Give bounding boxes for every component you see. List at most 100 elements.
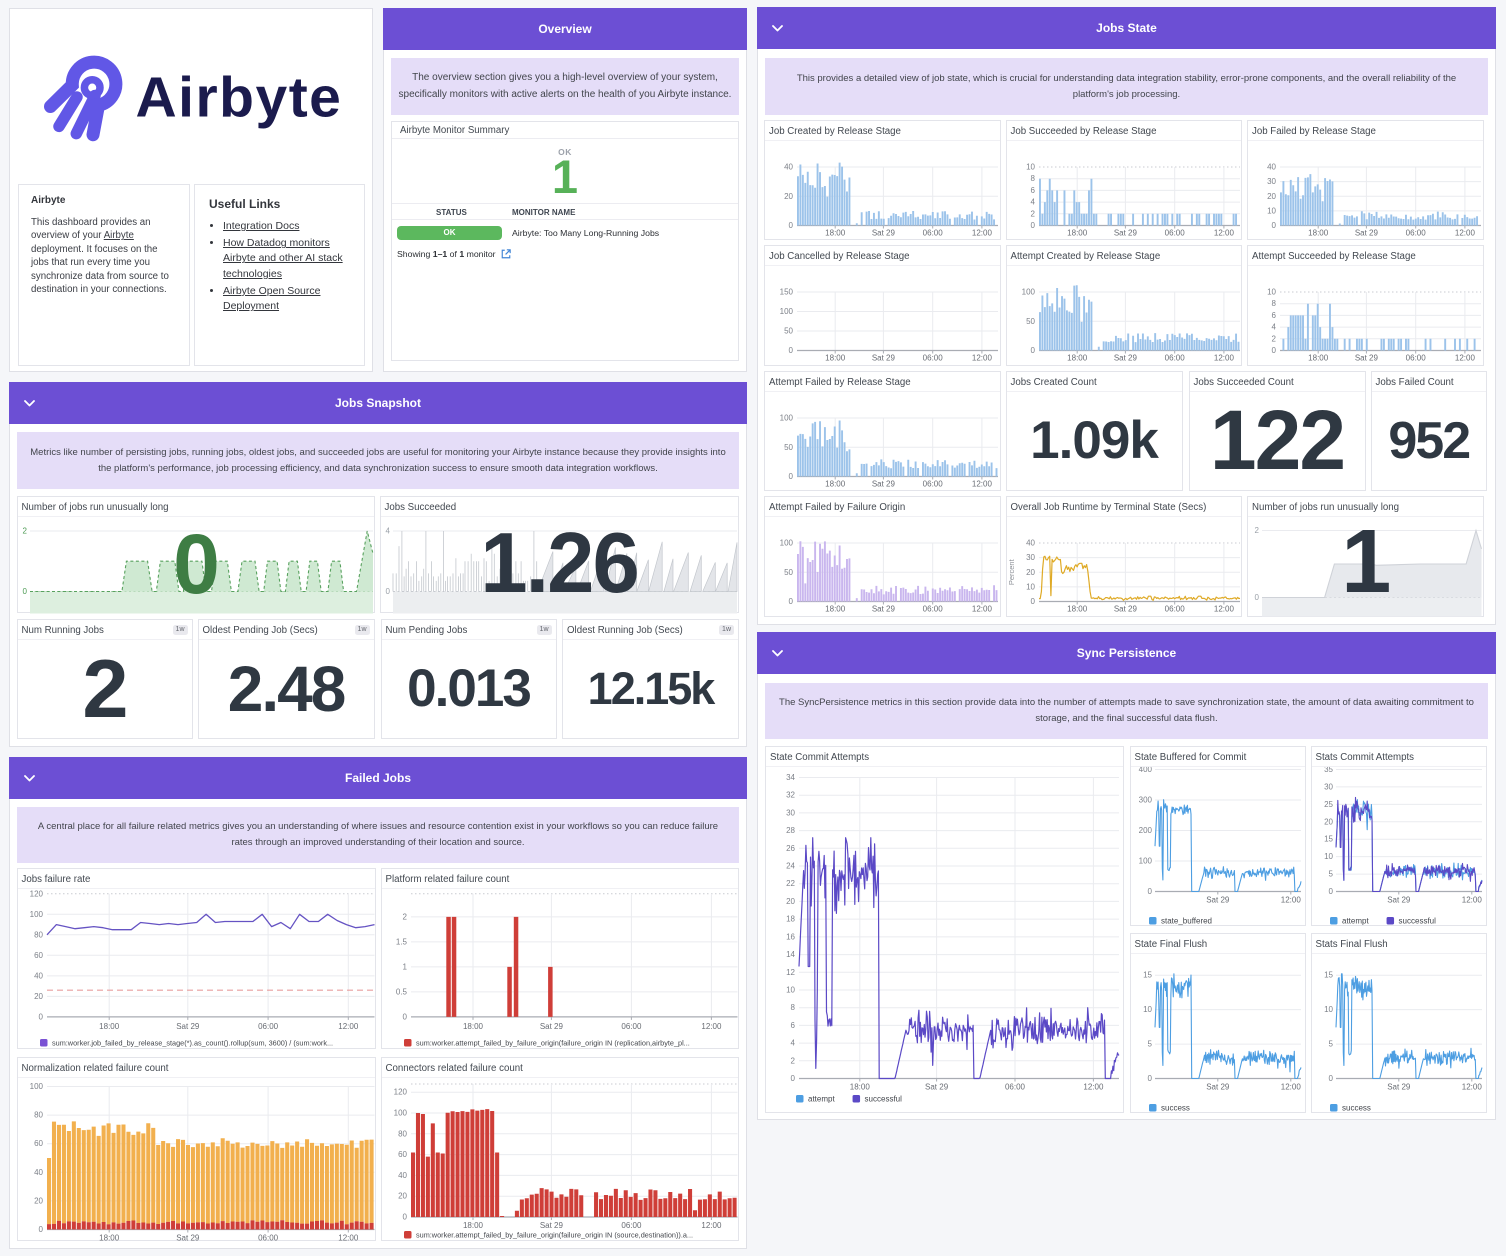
- svg-text:15: 15: [1143, 970, 1152, 979]
- svg-text:06:00: 06:00: [1164, 354, 1185, 363]
- svg-text:20: 20: [784, 191, 793, 200]
- svg-text:10: 10: [1026, 162, 1035, 171]
- svg-text:2: 2: [1272, 334, 1277, 343]
- svg-text:18:00: 18:00: [850, 1082, 871, 1091]
- svg-text:Sat 29: Sat 29: [176, 1022, 200, 1031]
- svg-text:5: 5: [1328, 869, 1333, 878]
- svg-text:40: 40: [398, 1170, 407, 1179]
- svg-text:5: 5: [1147, 1039, 1152, 1048]
- svg-text:Sat 29: Sat 29: [872, 605, 896, 614]
- svg-text:12:00: 12:00: [972, 605, 993, 614]
- svg-text:12:00: 12:00: [972, 354, 993, 363]
- svg-text:12:00: 12:00: [1455, 228, 1476, 237]
- svg-text:attempt: attempt: [808, 1094, 835, 1103]
- svg-text:06:00: 06:00: [923, 605, 944, 614]
- svg-text:06:00: 06:00: [1164, 228, 1185, 237]
- svg-text:200: 200: [1138, 826, 1152, 835]
- svg-text:18:00: 18:00: [99, 1233, 120, 1242]
- svg-text:20: 20: [1324, 817, 1333, 826]
- svg-text:6: 6: [1272, 311, 1277, 320]
- svg-text:400: 400: [1138, 767, 1152, 774]
- svg-text:20: 20: [34, 992, 43, 1001]
- svg-text:0: 0: [1030, 221, 1035, 230]
- svg-text:40: 40: [1026, 539, 1035, 548]
- svg-text:0: 0: [1272, 346, 1277, 355]
- svg-text:12:00: 12:00: [1083, 1082, 1104, 1091]
- svg-text:0: 0: [789, 597, 794, 606]
- svg-text:0: 0: [1328, 1074, 1333, 1083]
- svg-text:12:00: 12:00: [701, 1221, 722, 1230]
- svg-text:Sat 29: Sat 29: [1206, 895, 1230, 904]
- svg-text:12:00: 12:00: [1455, 354, 1476, 363]
- svg-text:14: 14: [786, 950, 795, 959]
- svg-text:0: 0: [789, 346, 794, 355]
- svg-text:0: 0: [1147, 887, 1152, 896]
- svg-text:60: 60: [34, 951, 43, 960]
- svg-text:0: 0: [38, 1012, 43, 1021]
- svg-text:120: 120: [393, 1087, 407, 1096]
- svg-text:Sat 29: Sat 29: [1355, 354, 1379, 363]
- svg-text:18:00: 18:00: [99, 1022, 120, 1031]
- svg-text:4: 4: [1272, 323, 1277, 332]
- svg-text:Sat 29: Sat 29: [1113, 354, 1137, 363]
- svg-text:Sat 29: Sat 29: [872, 354, 896, 363]
- svg-text:06:00: 06:00: [258, 1022, 279, 1031]
- svg-text:4: 4: [791, 1038, 796, 1047]
- svg-text:30: 30: [1324, 782, 1333, 791]
- svg-text:state_buffered: state_buffered: [1161, 916, 1212, 925]
- svg-text:100: 100: [393, 1108, 407, 1117]
- svg-text:15: 15: [1324, 970, 1333, 979]
- svg-text:sum:worker.attempt_failed_by_f: sum:worker.attempt_failed_by_failure_ori…: [416, 1230, 693, 1239]
- svg-text:34: 34: [786, 773, 795, 782]
- svg-text:10: 10: [786, 985, 795, 994]
- svg-text:10: 10: [1267, 288, 1276, 297]
- svg-text:06:00: 06:00: [923, 228, 944, 237]
- svg-text:100: 100: [780, 539, 794, 548]
- svg-text:10: 10: [1324, 1005, 1333, 1014]
- svg-text:12:00: 12:00: [701, 1022, 722, 1031]
- svg-text:success: success: [1342, 1103, 1371, 1112]
- svg-text:1.5: 1.5: [395, 937, 407, 946]
- svg-text:150: 150: [780, 288, 794, 297]
- svg-text:30: 30: [786, 808, 795, 817]
- svg-text:0: 0: [385, 587, 390, 596]
- svg-text:8: 8: [1030, 174, 1035, 183]
- svg-text:0: 0: [402, 1212, 407, 1221]
- svg-text:10: 10: [1267, 206, 1276, 215]
- svg-text:0: 0: [1255, 593, 1260, 602]
- svg-text:30: 30: [1267, 177, 1276, 186]
- svg-text:06:00: 06:00: [1005, 1082, 1026, 1091]
- svg-text:success: success: [1161, 1103, 1190, 1112]
- svg-text:20: 20: [786, 896, 795, 905]
- svg-text:Sat 29: Sat 29: [1387, 895, 1411, 904]
- svg-text:60: 60: [34, 1139, 43, 1148]
- svg-text:0: 0: [22, 587, 27, 596]
- svg-text:Sat 29: Sat 29: [1206, 1082, 1230, 1091]
- svg-text:2: 2: [22, 526, 27, 535]
- svg-text:8: 8: [791, 1003, 796, 1012]
- svg-text:0: 0: [1272, 221, 1277, 230]
- svg-text:12:00: 12:00: [338, 1233, 359, 1242]
- svg-text:2: 2: [1030, 209, 1035, 218]
- svg-text:12:00: 12:00: [338, 1022, 359, 1031]
- svg-text:80: 80: [34, 1110, 43, 1119]
- svg-text:80: 80: [34, 930, 43, 939]
- svg-text:28: 28: [786, 826, 795, 835]
- svg-text:50: 50: [784, 327, 793, 336]
- svg-text:Percent: Percent: [1007, 558, 1016, 585]
- svg-text:12:00: 12:00: [1213, 605, 1234, 614]
- svg-text:Sat 29: Sat 29: [872, 228, 896, 237]
- svg-text:18:00: 18:00: [1067, 605, 1088, 614]
- svg-text:22: 22: [786, 879, 795, 888]
- svg-text:20: 20: [34, 1196, 43, 1205]
- svg-text:10: 10: [1143, 1005, 1152, 1014]
- svg-text:18:00: 18:00: [825, 479, 846, 488]
- svg-text:20: 20: [1267, 191, 1276, 200]
- svg-text:24: 24: [786, 861, 795, 870]
- svg-text:Sat 29: Sat 29: [176, 1233, 200, 1242]
- svg-text:60: 60: [398, 1150, 407, 1159]
- svg-text:40: 40: [34, 971, 43, 980]
- svg-text:32: 32: [786, 790, 795, 799]
- svg-text:26: 26: [786, 843, 795, 852]
- svg-text:12:00: 12:00: [1461, 895, 1482, 904]
